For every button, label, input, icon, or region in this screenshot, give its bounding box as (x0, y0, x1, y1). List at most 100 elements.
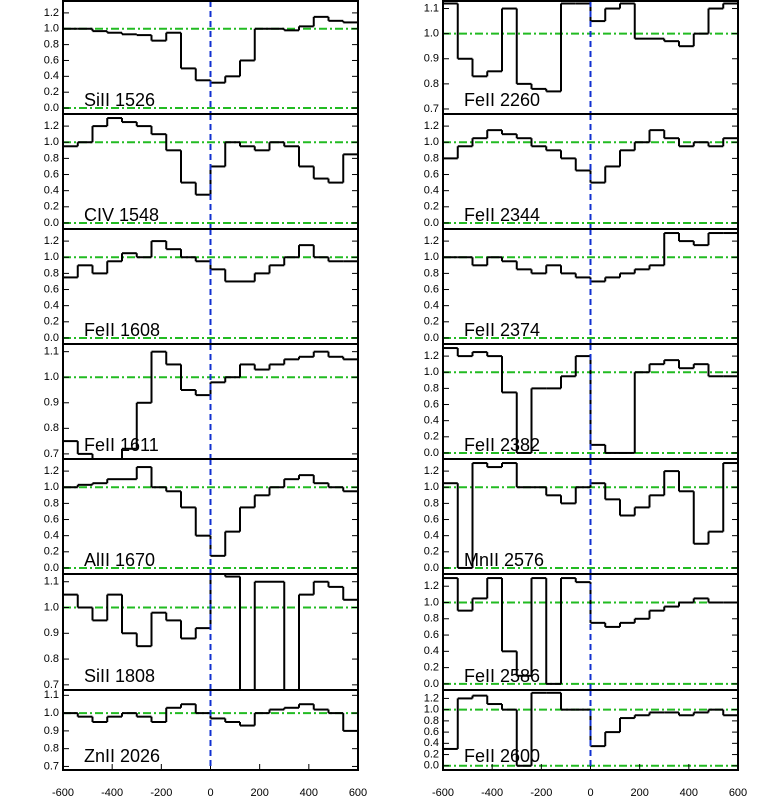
y-tick-label: 0.2 (44, 316, 59, 328)
x-tick-label: 400 (680, 787, 698, 799)
x-tick-label: -600 (432, 787, 454, 799)
panel-label: FeII 2260 (464, 90, 540, 110)
x-tick-label: -400 (481, 787, 503, 799)
x-tick-label: 400 (300, 787, 318, 799)
y-tick-label: 1.0 (44, 136, 59, 148)
y-tick-label: 0.2 (44, 546, 59, 558)
y-tick-label: 0.8 (424, 613, 439, 625)
y-tick-label: 0.8 (44, 152, 59, 164)
y-tick-label: 1.0 (424, 136, 439, 148)
y-tick-label: 0.6 (424, 168, 439, 180)
y-tick-label: 0.2 (424, 316, 439, 328)
y-tick-label: 0.6 (44, 54, 59, 66)
y-tick-label: 0.0 (424, 678, 439, 690)
y-tick-label: 1.0 (44, 481, 59, 493)
y-tick-label: 1.0 (424, 596, 439, 608)
y-tick-label: 0.0 (424, 332, 439, 344)
y-tick-label: 0.2 (44, 86, 59, 98)
y-tick-label: 0.7 (424, 103, 439, 115)
y-tick-label: 1.0 (44, 371, 59, 383)
panel-label: CIV 1548 (84, 205, 159, 225)
y-tick-label: 1.2 (44, 465, 59, 477)
y-tick-label: 0.6 (424, 629, 439, 641)
y-tick-label: 0.0 (424, 760, 439, 772)
y-tick-label: 0.9 (424, 53, 439, 65)
panel-frame (62, 689, 359, 771)
y-tick-label: 1.0 (424, 704, 439, 716)
y-tick-label: 1.2 (424, 350, 439, 362)
x-tick-label: 200 (630, 787, 648, 799)
y-tick-label: 0.6 (424, 726, 439, 738)
y-tick-label: 0.8 (424, 78, 439, 90)
y-tick-label: 1.2 (44, 7, 59, 19)
y-tick-label: 1.1 (424, 2, 439, 14)
y-tick-label: 1.2 (424, 580, 439, 592)
panel-label: SiII 1526 (84, 90, 155, 110)
y-tick-label: 1.0 (44, 251, 59, 263)
panel-label: FeII 2382 (464, 435, 540, 455)
y-tick-label: 0.0 (44, 562, 59, 574)
panel-label: FeII 1608 (84, 320, 160, 340)
x-tick-label: 600 (729, 787, 747, 799)
y-tick-label: 1.2 (424, 120, 439, 132)
y-tick-label: 0.0 (44, 332, 59, 344)
y-tick-label: 1.0 (424, 28, 439, 40)
y-tick-label: 1.1 (44, 346, 59, 358)
panel-label: FeII 2586 (464, 666, 540, 686)
y-tick-label: 1.0 (44, 707, 59, 719)
y-tick-label: 1.0 (424, 481, 439, 493)
x-tick-label: -600 (52, 787, 74, 799)
y-tick-label: 0.4 (44, 185, 59, 197)
y-tick-label: 0.6 (424, 513, 439, 525)
y-tick-label: 0.4 (424, 645, 439, 657)
y-tick-label: 1.0 (424, 366, 439, 378)
y-tick-label: 0.4 (424, 415, 439, 427)
panel-label: FeII 2344 (464, 205, 540, 225)
y-tick-label: 0.8 (44, 743, 59, 755)
y-tick-label: 0.2 (424, 748, 439, 760)
y-tick-label: 0.6 (44, 168, 59, 180)
y-tick-label: 1.0 (44, 23, 59, 35)
y-tick-label: 0.2 (424, 546, 439, 558)
y-tick-label: 0.8 (424, 267, 439, 279)
panel-label: MnII 2576 (464, 550, 544, 570)
y-tick-label: 0.0 (44, 102, 59, 114)
y-tick-label: 0.4 (44, 70, 59, 82)
y-tick-label: 0.8 (424, 497, 439, 509)
x-tick-label: 600 (349, 787, 367, 799)
y-tick-label: 0.4 (44, 300, 59, 312)
y-tick-label: 0.2 (424, 662, 439, 674)
panel-label: FeII 2374 (464, 320, 540, 340)
y-tick-label: 0.8 (44, 422, 59, 434)
panel-label: FeII 1611 (84, 435, 159, 455)
panel-label: AlII 1670 (84, 550, 155, 570)
y-tick-label: 0.0 (44, 217, 59, 229)
y-tick-label: 0.6 (424, 398, 439, 410)
y-tick-label: 1.2 (424, 235, 439, 247)
y-tick-label: 0.2 (44, 201, 59, 213)
y-tick-label: 0.8 (424, 382, 439, 394)
y-tick-label: 1.1 (44, 576, 59, 588)
y-tick-label: 0.0 (424, 447, 439, 459)
y-tick-label: 0.4 (424, 530, 439, 542)
y-tick-label: 0.9 (44, 397, 59, 409)
panel-label: ZnII 2026 (84, 746, 160, 766)
y-tick-label: 0.4 (424, 185, 439, 197)
y-tick-label: 1.0 (424, 251, 439, 263)
panel-frame (442, 689, 739, 771)
panel-label: FeII 2600 (464, 746, 540, 766)
y-tick-label: 0.8 (44, 267, 59, 279)
y-tick-label: 0.4 (424, 737, 439, 749)
y-tick-label: 0.2 (424, 201, 439, 213)
y-tick-label: 0.9 (44, 725, 59, 737)
y-tick-label: 0.8 (44, 39, 59, 51)
y-tick-label: 0.8 (424, 152, 439, 164)
y-tick-label: 0.7 (44, 448, 59, 460)
y-tick-label: 0.4 (44, 530, 59, 542)
y-tick-label: 0.8 (44, 497, 59, 509)
y-tick-label: 0.7 (44, 760, 59, 772)
y-tick-label: 1.1 (44, 689, 59, 701)
y-tick-label: 0.0 (424, 562, 439, 574)
y-tick-label: 1.2 (424, 465, 439, 477)
